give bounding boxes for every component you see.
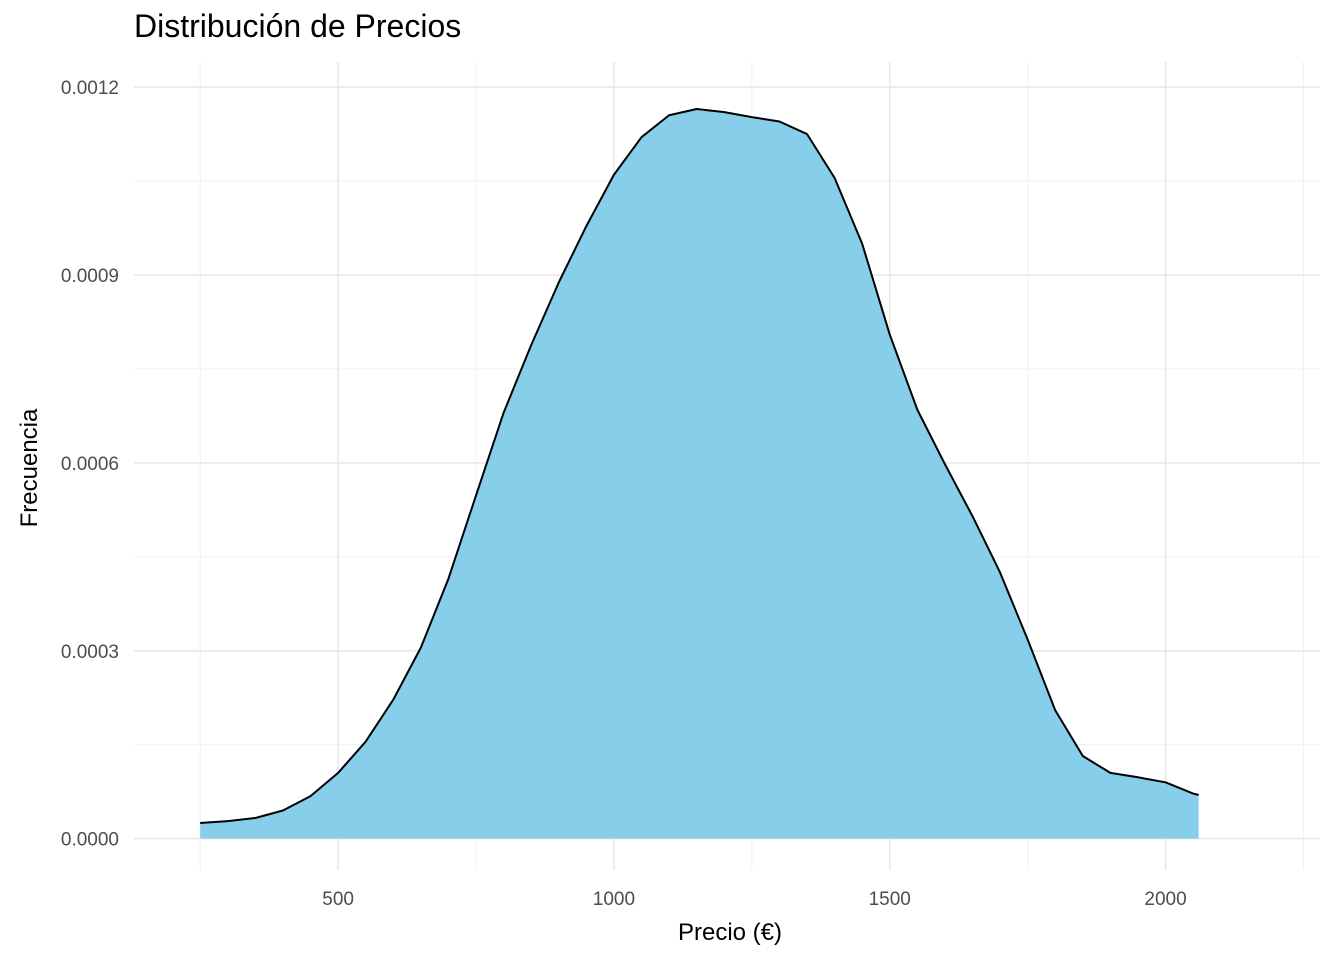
y-axis-title: Frecuencia [16, 408, 43, 527]
chart-title: Distribución de Precios [134, 8, 462, 44]
density-line [200, 107, 1199, 825]
x-tick-label: 1000 [593, 889, 635, 910]
x-axis-ticks: 500 1000 1500 2000 [322, 889, 1186, 910]
y-tick-label: 0.0009 [61, 266, 119, 287]
x-tick-label: 2000 [1144, 889, 1186, 910]
density-series [200, 107, 1199, 839]
x-axis-title: Precio (€) [678, 919, 782, 946]
x-tick-label: 500 [322, 889, 354, 910]
y-tick-label: 0.0006 [61, 454, 119, 475]
y-tick-label: 0.0003 [61, 642, 119, 663]
y-axis-ticks: 0.0000 0.0003 0.0006 0.0009 0.0012 [61, 78, 119, 851]
density-area [200, 108, 1199, 839]
x-tick-label: 1500 [869, 889, 911, 910]
y-tick-label: 0.0000 [61, 830, 119, 851]
y-tick-label: 0.0012 [61, 78, 119, 99]
